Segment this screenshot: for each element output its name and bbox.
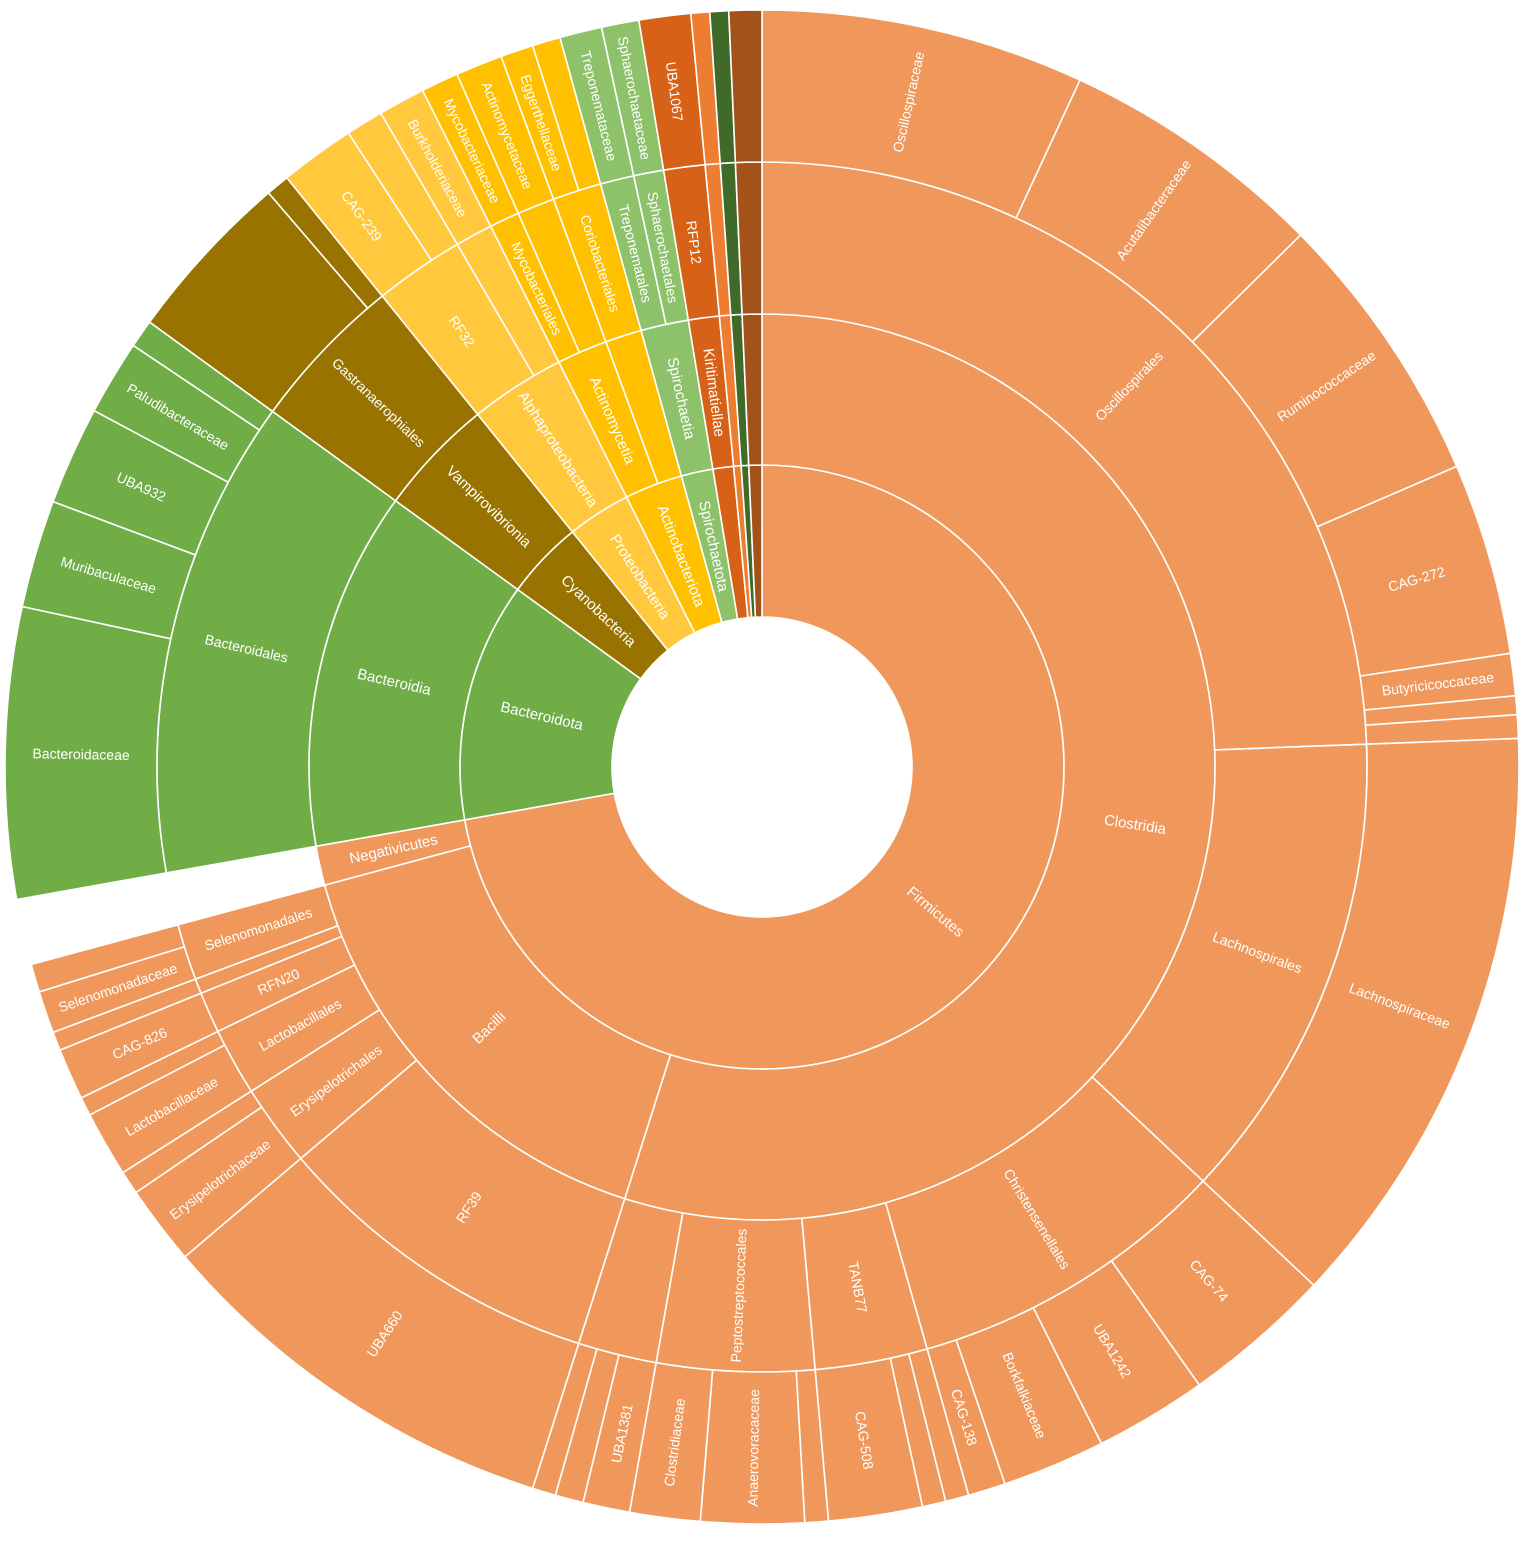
label-anaerovoracaceae: Anaerovoracaceae — [745, 1389, 762, 1507]
label-peptostreptococcales: Peptostreptococcales — [728, 1228, 750, 1362]
segment-family-unlabeled-97[interactable] — [727, 9, 763, 164]
label-uba1067: UBA1067 — [663, 61, 687, 123]
label-rfp12: RFP12 — [683, 220, 704, 265]
label-bacteroidaceae: Bacteroidaceae — [32, 745, 130, 763]
segment-family-unlabeled-44[interactable] — [30, 923, 186, 993]
sunburst-segments — [4, 9, 1520, 1525]
